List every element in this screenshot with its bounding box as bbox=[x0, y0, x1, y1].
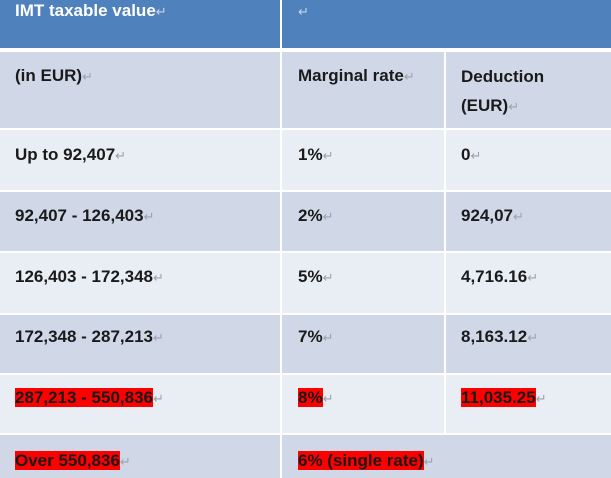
paragraph-mark: ↵ bbox=[535, 391, 547, 406]
table-row: Up to 92,407↵ 1%↵ 0↵ bbox=[0, 130, 611, 190]
range-cell[interactable]: Over 550,836↵ bbox=[0, 435, 280, 478]
rate-value: 1% bbox=[298, 145, 323, 164]
deduction-cell[interactable]: 8,163.12↵ bbox=[446, 315, 611, 373]
deduction-cell[interactable]: 11,035.25↵ bbox=[446, 375, 611, 433]
rate-value: 5% bbox=[298, 267, 323, 286]
deduction-value: 8,163.12 bbox=[461, 327, 528, 346]
header-cell-empty[interactable]: ↵ bbox=[282, 0, 611, 48]
paragraph-mark: ↵ bbox=[119, 454, 131, 469]
range-cell[interactable]: 172,348 - 287,213↵ bbox=[0, 315, 280, 373]
rate-cell[interactable]: 5%↵ bbox=[282, 253, 444, 313]
paragraph-mark: ↵ bbox=[322, 330, 334, 345]
deduction-value: 924,07 bbox=[461, 206, 513, 225]
range-cell[interactable]: 287,213 - 550,836↵ bbox=[0, 375, 280, 433]
paragraph-mark: ↵ bbox=[153, 391, 164, 406]
rate-value: 2% bbox=[298, 206, 323, 225]
paragraph-mark: ↵ bbox=[527, 270, 539, 285]
highlighted-single-rate-value: 6% (single rate) bbox=[298, 451, 424, 470]
subheader-cell-unit[interactable]: (in EUR)↵ bbox=[0, 52, 280, 128]
paragraph-mark: ↵ bbox=[322, 391, 334, 406]
range-cell[interactable]: 126,403 - 172,348↵ bbox=[0, 253, 280, 313]
highlighted-rate-value: 8% bbox=[298, 388, 323, 407]
table-subheader-row: (in EUR)↵ Marginal rate↵ Deduction (EUR)… bbox=[0, 52, 611, 128]
subheader-cell-marginal-rate[interactable]: Marginal rate↵ bbox=[282, 52, 444, 128]
paragraph-mark: ↵ bbox=[115, 148, 127, 163]
deduction-value: 4,716.16 bbox=[461, 267, 528, 286]
table-row: 126,403 - 172,348↵ 5%↵ 4,716.16↵ bbox=[0, 253, 611, 313]
subheader-cell-deduction[interactable]: Deduction (EUR)↵ bbox=[446, 52, 611, 128]
deduction-cell[interactable]: 924,07↵ bbox=[446, 192, 611, 251]
range-cell[interactable]: 92,407 - 126,403↵ bbox=[0, 192, 280, 251]
deduction-cell[interactable]: 0↵ bbox=[446, 130, 611, 190]
header-title: IMT taxable value bbox=[15, 1, 156, 20]
marginal-rate-label: Marginal rate bbox=[298, 66, 404, 85]
deduction-value: 0 bbox=[461, 145, 471, 164]
paragraph-mark: ↵ bbox=[322, 270, 334, 285]
paragraph-mark: ↵ bbox=[527, 330, 539, 345]
range-value: 126,403 - 172,348 bbox=[15, 267, 154, 286]
paragraph-mark: ↵ bbox=[508, 99, 520, 114]
table-row-last: Over 550,836↵ 6% (single rate)↵ bbox=[0, 435, 611, 478]
paragraph-mark: ↵ bbox=[153, 270, 164, 285]
paragraph-mark: ↵ bbox=[322, 209, 334, 224]
rate-cell[interactable]: 1%↵ bbox=[282, 130, 444, 190]
rate-value: 7% bbox=[298, 327, 323, 346]
range-cell[interactable]: Up to 92,407↵ bbox=[0, 130, 280, 190]
highlighted-range-value: Over 550,836 bbox=[15, 451, 120, 470]
header-cell-taxable-value[interactable]: IMT taxable value↵ bbox=[0, 0, 280, 48]
paragraph-mark: ↵ bbox=[403, 69, 415, 84]
single-rate-cell[interactable]: 6% (single rate)↵ bbox=[282, 435, 611, 478]
paragraph-mark: ↵ bbox=[155, 4, 167, 19]
paragraph-mark: ↵ bbox=[423, 454, 435, 469]
deduction-cell[interactable]: 4,716.16↵ bbox=[446, 253, 611, 313]
paragraph-mark: ↵ bbox=[513, 209, 524, 224]
paragraph-mark: ↵ bbox=[82, 69, 93, 84]
paragraph-mark: ↵ bbox=[470, 148, 482, 163]
table-row: 287,213 - 550,836↵ 8%↵ 11,035.25↵ bbox=[0, 375, 611, 433]
range-value: Up to 92,407 bbox=[15, 145, 116, 164]
rate-cell[interactable]: 2%↵ bbox=[282, 192, 444, 251]
paragraph-mark: ↵ bbox=[143, 209, 155, 224]
unit-label: (in EUR) bbox=[15, 66, 83, 85]
paragraph-mark: ↵ bbox=[153, 330, 164, 345]
highlighted-deduction-value: 11,035.25 bbox=[461, 388, 536, 407]
deduction-unit-label: (EUR) bbox=[461, 96, 509, 115]
rate-cell[interactable]: 8%↵ bbox=[282, 375, 444, 433]
range-value: 92,407 - 126,403 bbox=[15, 206, 144, 225]
deduction-label: Deduction bbox=[461, 67, 545, 86]
rate-cell[interactable]: 7%↵ bbox=[282, 315, 444, 373]
paragraph-mark: ↵ bbox=[298, 4, 309, 19]
highlighted-range-value: 287,213 - 550,836 bbox=[15, 388, 154, 407]
range-value: 172,348 - 287,213 bbox=[15, 327, 154, 346]
table-row: 172,348 - 287,213↵ 7%↵ 8,163.12↵ bbox=[0, 315, 611, 373]
paragraph-mark: ↵ bbox=[322, 148, 334, 163]
table-row: 92,407 - 126,403↵ 2%↵ 924,07↵ bbox=[0, 192, 611, 251]
table-header-row: IMT taxable value↵ ↵ bbox=[0, 0, 611, 48]
